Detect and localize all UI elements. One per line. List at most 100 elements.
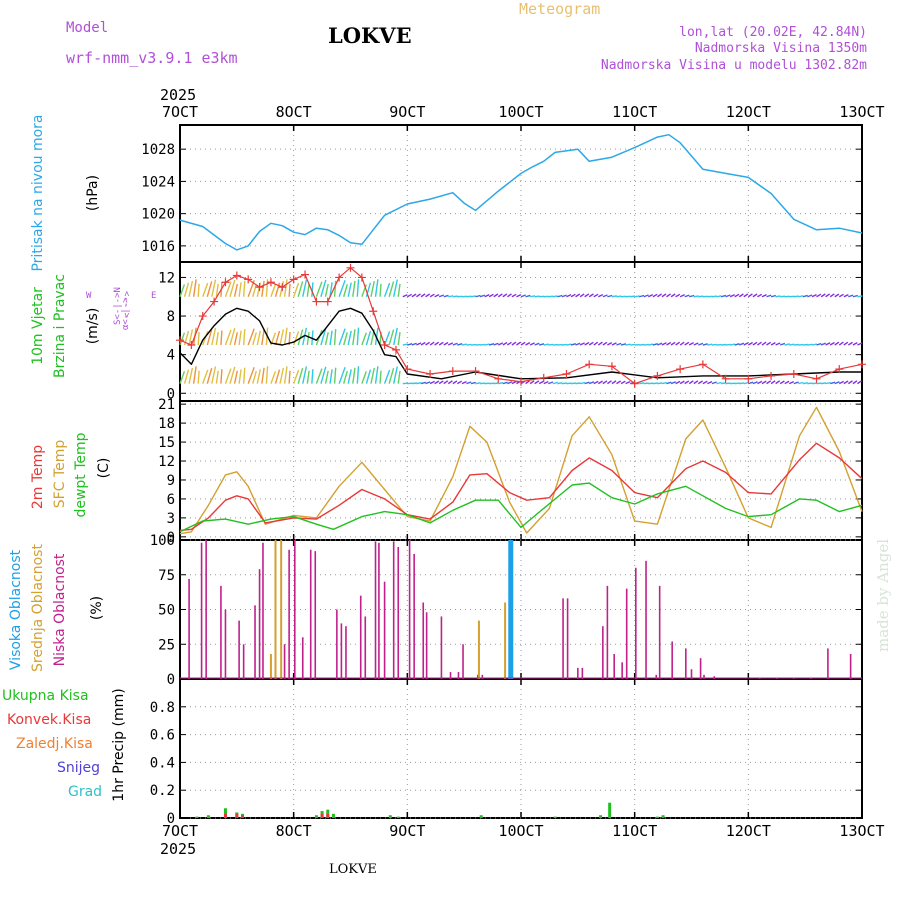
wind-barb <box>775 295 781 298</box>
wind-barb <box>383 369 391 384</box>
wind-barb <box>361 371 367 384</box>
wind-barb <box>352 329 356 346</box>
wind-barb <box>661 381 667 385</box>
gust-marker <box>744 374 753 383</box>
wind-barb <box>484 294 490 298</box>
wind-barb <box>579 293 585 298</box>
wind-barb <box>684 341 690 346</box>
wind-barb <box>197 283 200 297</box>
wind-barb <box>347 330 352 346</box>
wind-barb <box>498 382 504 385</box>
gust-marker <box>221 278 230 287</box>
wind-barb <box>320 366 327 384</box>
wind-barb <box>233 332 238 346</box>
wind-barb <box>252 332 257 346</box>
wind-barb <box>329 282 333 297</box>
wind-barb <box>720 343 727 346</box>
y-tick-label: 0.4 <box>150 755 175 771</box>
wind-barb <box>206 329 213 346</box>
wind-barb <box>466 343 472 346</box>
precip-bar <box>320 813 324 818</box>
wind-barb <box>829 341 835 346</box>
wind-barb <box>611 342 617 346</box>
precip-bar <box>314 815 318 818</box>
y-tick-label: 50 <box>158 603 175 619</box>
wind-barb <box>702 343 708 346</box>
wind-barb <box>242 329 246 346</box>
wind-barb <box>374 279 379 297</box>
wind-barb <box>365 282 372 297</box>
wind-barb <box>757 341 762 346</box>
wind-barb <box>211 327 217 346</box>
wind-barb <box>365 330 372 346</box>
wind-barb <box>220 369 223 384</box>
wind-barb <box>725 294 731 298</box>
wind-barb <box>766 341 772 346</box>
x-tick-label-bottom: 12OCT <box>726 822 771 840</box>
wind-barb <box>697 380 703 385</box>
wind-barb <box>739 382 745 385</box>
wind-barb <box>666 341 672 346</box>
wind-barb <box>338 280 346 297</box>
x-tick-label-top: 9OCT <box>389 103 425 121</box>
wind-barb <box>679 380 685 385</box>
wind-barb <box>402 294 408 298</box>
wind-barb <box>379 283 382 297</box>
wind-barb <box>552 381 558 385</box>
wind-barb <box>397 283 401 297</box>
wind-barb <box>525 341 531 346</box>
wind-barb <box>274 369 281 384</box>
wind-barb <box>352 367 356 384</box>
wind-barb <box>393 366 398 384</box>
pressure-line <box>179 133 863 251</box>
wind-barb <box>447 342 454 346</box>
wind-barb <box>639 382 645 385</box>
wind-barb <box>734 293 740 298</box>
precip-bar <box>331 813 335 818</box>
wind-barb <box>793 343 799 346</box>
wind-barb <box>566 293 572 298</box>
wind-barb <box>320 328 327 346</box>
wind-barb <box>716 381 722 385</box>
wind-barb <box>534 295 540 298</box>
wind-barb <box>857 342 863 346</box>
wind-direction-legend: W E <-- >α<-|->S<-|->N <box>86 287 156 330</box>
gust-marker <box>391 345 400 354</box>
temp-ylabel-2m: 2m Temp <box>30 445 46 509</box>
wind-barb <box>293 282 300 297</box>
wind-barb <box>602 341 608 346</box>
wind-barb <box>734 343 740 346</box>
wind-barb <box>538 380 544 385</box>
wind-barb <box>616 380 622 385</box>
wind-barb <box>693 342 699 346</box>
wind-barb <box>411 342 417 346</box>
wind-barb <box>593 293 599 298</box>
precip-bar <box>608 802 612 818</box>
precip-bar <box>388 815 392 818</box>
wind-barb <box>561 343 567 346</box>
wind-barb <box>233 370 238 384</box>
wind-barb <box>661 293 667 298</box>
wind-barb <box>407 343 413 346</box>
wind-barb <box>620 343 627 346</box>
wind-barb <box>333 329 337 346</box>
wind-barb <box>570 343 576 346</box>
wind-barb <box>388 281 395 297</box>
wind-barb <box>779 342 786 346</box>
wind-barb <box>720 382 727 385</box>
wind-barb <box>183 369 190 384</box>
gust-marker <box>255 283 264 292</box>
wind-barb <box>452 295 458 298</box>
wind-barb <box>438 380 444 385</box>
wind-barb <box>798 381 804 385</box>
wind-barb <box>670 293 676 298</box>
wind-barb <box>548 295 554 298</box>
cloud-ylabel-low: Niska Oblacnost <box>52 553 68 666</box>
wind-barb <box>356 279 360 297</box>
wind-barb <box>479 294 486 298</box>
wind-barb <box>420 381 426 385</box>
wind-barb <box>834 341 840 346</box>
y-tick-label: 1024 <box>141 174 175 190</box>
wind-barb <box>816 342 822 346</box>
wind-barb <box>816 382 822 385</box>
